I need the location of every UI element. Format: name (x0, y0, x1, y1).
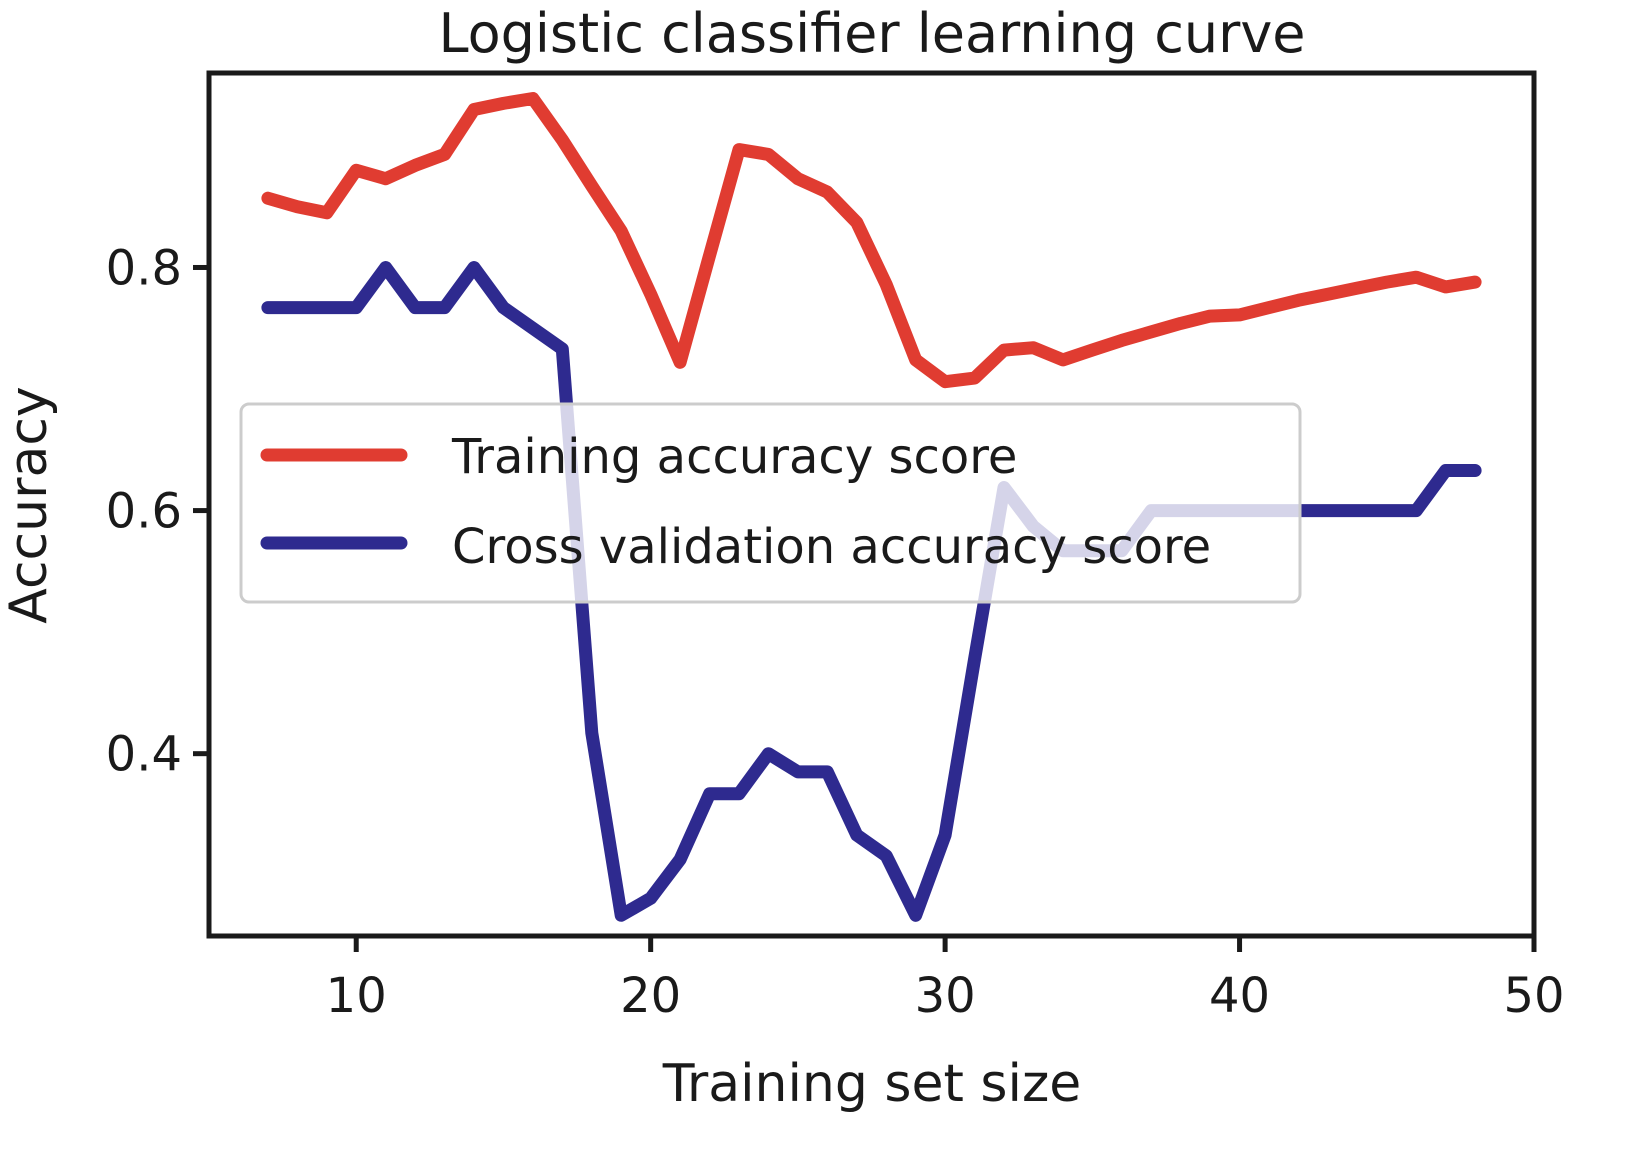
plot-frame (206, 70, 1537, 939)
x-tick-label: 20 (620, 968, 681, 1024)
legend-label-cross-validation: Cross validation accuracy score (452, 519, 1211, 575)
x-tick-label: 50 (1503, 968, 1564, 1024)
y-axis-ticks: 0.4 0.6 0.8 (106, 240, 209, 783)
x-tick-label: 30 (915, 968, 976, 1024)
x-axis-label: Training set size (662, 1054, 1082, 1114)
legend-label-training: Training accuracy score (451, 429, 1017, 485)
x-tick-label: 10 (326, 968, 387, 1024)
y-tick-label: 0.4 (106, 727, 182, 783)
legend-box (239, 402, 1302, 604)
y-tick-label: 0.8 (106, 240, 182, 296)
legend: Training accuracy score Cross validation… (239, 402, 1302, 604)
chart-title: Logistic classifier learning curve (438, 2, 1305, 65)
y-tick-label: 0.6 (106, 484, 182, 540)
training-accuracy-line (261, 92, 1482, 389)
x-axis-ticks: 10 20 30 40 50 (326, 936, 1565, 1024)
y-axis-label: Accuracy (0, 386, 59, 623)
x-tick-label: 40 (1209, 968, 1270, 1024)
